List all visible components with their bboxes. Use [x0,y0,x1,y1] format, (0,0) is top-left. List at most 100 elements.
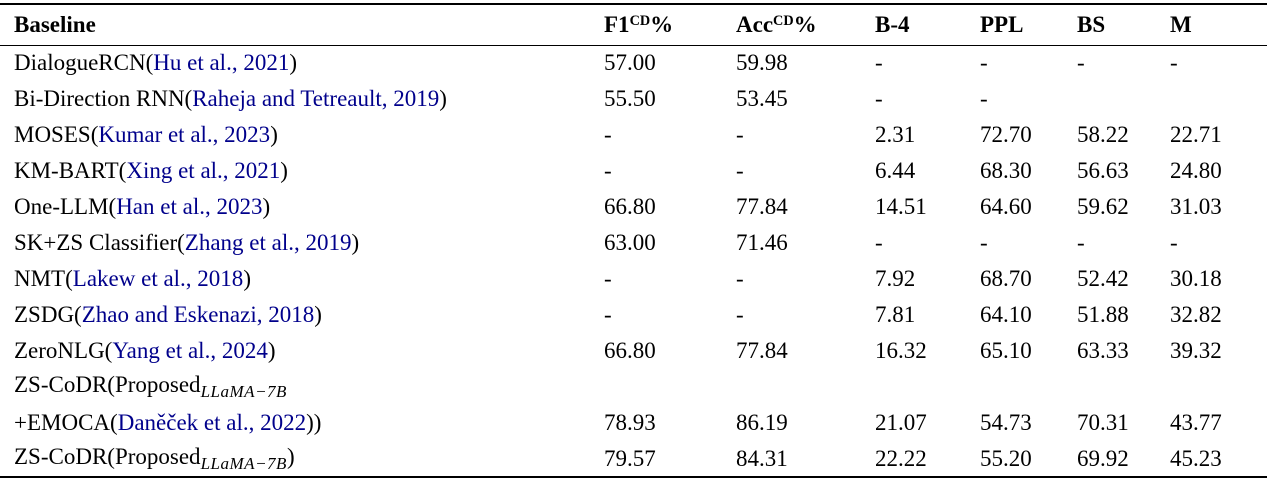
citation-link[interactable]: Yang et al., 2024 [112,338,268,363]
metric-value-cell: 58.22 [1077,122,1129,147]
table-row: ZSDG(Zhao and Eskenazi, 2018) - -7.81 64.10… [0,297,1267,333]
metric-value-cell: - [1170,230,1178,255]
metric-value-cell: 63.00 [604,230,656,255]
citation-link[interactable]: Kumar et al., 2023 [98,122,271,147]
metric-value-cell: 54.73 [980,410,1032,435]
metric-value-cell: 55.20 [980,445,1032,471]
metric-value-cell: 24.80 [1170,158,1222,183]
baseline-name-text: MOSES( [14,122,99,147]
metric-value-cell: 66.80 [604,194,656,219]
baseline-name-text: One-LLM( [14,194,117,219]
metric-value-cell: - [604,302,612,327]
baseline-name-text: ) [351,230,360,255]
metric-value-cell [980,369,1077,405]
table-row: DialogueRCN(Hu et al., 2021) 57.00 59.98- -… [0,45,1267,81]
metric-label: BS [1077,11,1106,37]
metric-value-cell: - [736,122,744,147]
metric-value-cell: 30.18 [1170,266,1222,291]
metric-value-cell: 84.31 [736,445,788,471]
column-header-baseline: Baseline [0,4,604,46]
table-row: +EMOCA(Daněček et al., 2022)) 78.93 86.19 2… [0,405,1267,441]
baseline-name-text: ) [289,50,297,76]
header-row: Baseline F1CD% AccCD% B-4 PPL BS M [0,4,1267,46]
metric-value-cell [1170,81,1267,117]
baseline-name-cell: KM-BART(Xing et al., 2021) [0,153,604,189]
metric-value-cell: 66.80 [604,338,656,363]
table-row: ZS-CoDR(ProposedLLaMA−7B) 79.57 84.31 22.22… [0,441,1267,477]
metric-value-cell [875,369,980,405]
citation-link[interactable]: Raheja and Tetreault, 2019 [192,86,440,111]
metric-label: B-4 [875,11,910,37]
citation-link[interactable]: Daněček et al., 2022 [117,410,307,435]
metric-label: M [1170,11,1192,37]
baseline-name-cell: ZS-CoDR(ProposedLLaMA−7B [0,369,604,405]
metric-value-cell: - [736,302,744,327]
metric-value-cell: 71.46 [736,230,788,255]
metric-value-cell: 53.45 [736,86,788,111]
metric-value-cell: 77.84 [736,194,788,219]
citation-link[interactable]: Han et al., 2023 [116,194,263,219]
metric-value-cell: 57.00 [604,50,656,76]
metric-suffix: % [650,11,674,37]
metric-value-cell: - [736,158,744,183]
metric-value-cell: - [875,50,883,76]
baseline-name-cell: ZSDG(Zhao and Eskenazi, 2018) [0,297,604,333]
citation-link[interactable]: Zhao and Eskenazi, 2018 [81,302,315,327]
metric-value-cell: - [1077,230,1085,255]
metric-value-cell: - [1077,50,1085,76]
column-header-b-4: B-4 [875,4,980,46]
model-subscript: LLaMA−7B [200,453,287,473]
results-table: Baseline F1CD% AccCD% B-4 PPL BS M DialogueRCN… [0,3,1267,478]
citation-link[interactable]: Zhang et al., 2019 [184,230,352,255]
metric-value-cell: 22.71 [1170,122,1222,147]
metric-value-cell [1170,369,1267,405]
citation-link[interactable]: Xing et al., 2021 [126,158,281,183]
metric-value-cell: - [980,230,988,255]
baseline-name-text: ) [280,158,288,183]
metric-label: Acc [736,11,774,37]
baseline-name-text: Bi-Direction RNN( [14,86,193,111]
metric-value-cell [604,369,736,405]
table-row: ZS-CoDR(ProposedLLaMA−7B [0,369,1267,405]
baseline-name-cell: MOSES(Kumar et al., 2023) [0,117,604,153]
metric-value-cell: 22.22 [875,445,927,471]
metric-value-cell: 72.70 [980,122,1032,147]
metric-value-cell: 70.31 [1077,410,1129,435]
metric-value-cell: 16.32 [875,338,927,363]
column-header-ppl: PPL [980,4,1077,46]
metric-value-cell: 69.92 [1077,445,1129,471]
metric-value-cell: 59.62 [1077,194,1129,219]
citation-link[interactable]: Lakew et al., 2018 [72,266,244,291]
column-header-m: M [1170,4,1267,46]
metric-value-cell: - [875,230,883,255]
column-header-bs: BS [1077,4,1170,46]
metric-superscript: CD [629,12,651,29]
baseline-name-text: ZeroNLG( [14,338,113,363]
metric-value-cell: 6.44 [875,158,916,183]
baseline-name-text: DialogueRCN( [14,50,154,76]
baseline-name-text: KM-BART( [14,158,127,183]
metric-value-cell: - [980,50,988,76]
metric-value-cell: 63.33 [1077,338,1129,363]
metric-value-cell: 52.42 [1077,266,1129,291]
baseline-name-cell: DialogueRCN(Hu et al., 2021) [0,45,604,81]
metric-value-cell: - [736,266,744,291]
metric-value-cell: 31.03 [1170,194,1222,219]
metric-value-cell [1077,369,1170,405]
table-row: KM-BART(Xing et al., 2021) - -6.44 68.30 56.… [0,153,1267,189]
table-row: One-LLM(Han et al., 2023) 66.80 77.84 14.51… [0,189,1267,225]
metric-value-cell: 77.84 [736,338,788,363]
metric-value-cell: 39.32 [1170,338,1222,363]
baseline-name-cell: One-LLM(Han et al., 2023) [0,189,604,225]
citation-link[interactable]: Hu et al., 2021 [153,50,290,76]
metric-value-cell: - [980,86,988,111]
metric-value-cell: - [604,266,612,291]
column-header-acc: AccCD% [736,4,875,46]
metric-value-cell: 64.10 [980,302,1032,327]
metric-value-cell: - [604,158,612,183]
metric-label: PPL [980,11,1024,37]
table-row: NMT(Lakew et al., 2018) - -7.92 68.70 52.42 3… [0,261,1267,297]
baseline-name-cell: Bi-Direction RNN(Raheja and Tetreault, 2… [0,81,604,117]
baseline-name-text: +EMOCA( [14,410,118,435]
